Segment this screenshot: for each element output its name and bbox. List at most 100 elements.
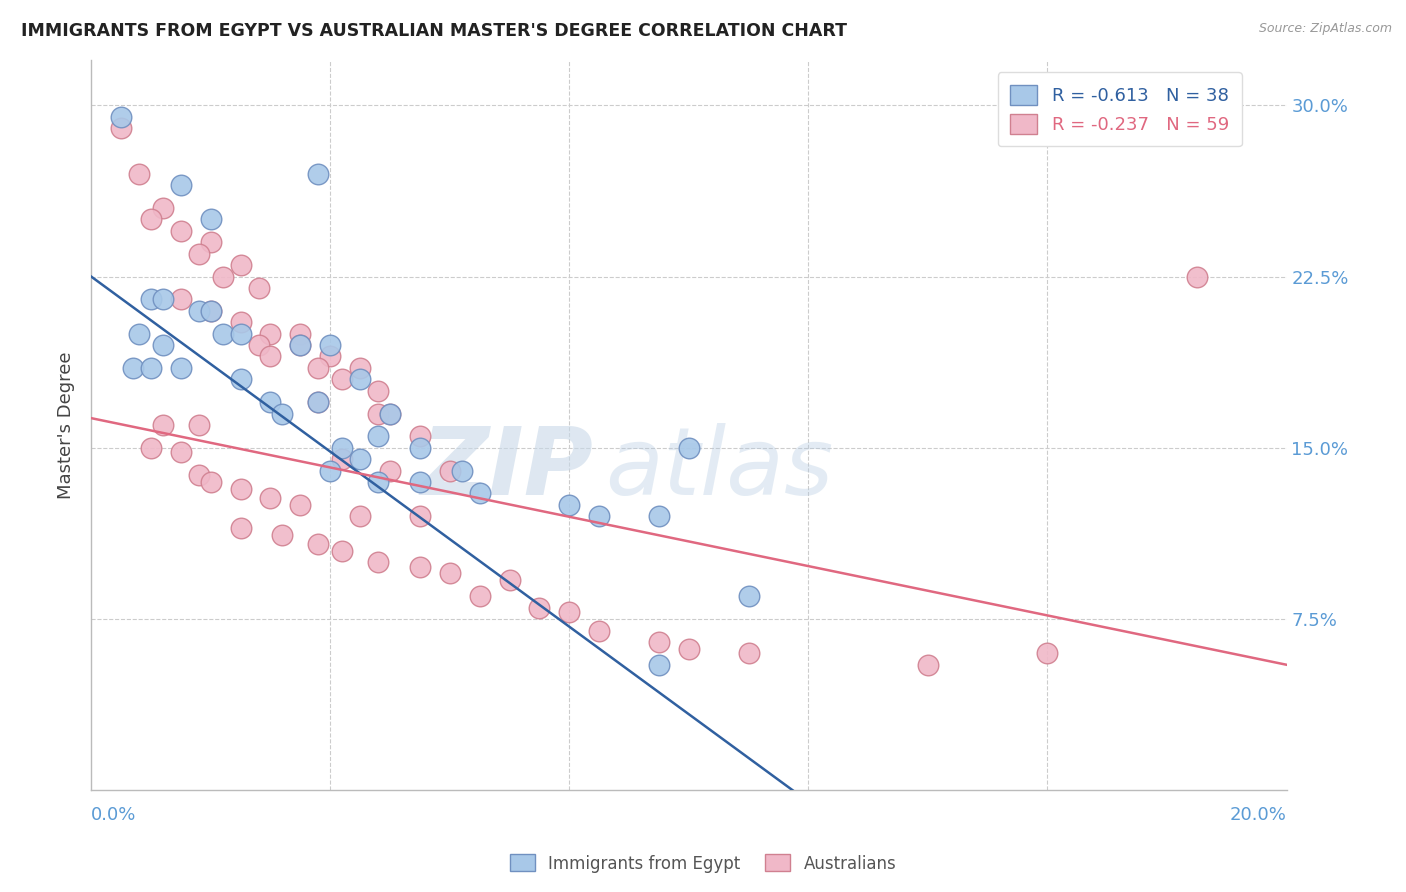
Point bbox=[128, 167, 150, 181]
Point bbox=[319, 350, 342, 364]
Point bbox=[152, 201, 174, 215]
Point bbox=[187, 417, 209, 432]
Point bbox=[529, 600, 551, 615]
Point bbox=[1185, 269, 1208, 284]
Point bbox=[439, 566, 461, 581]
Point bbox=[271, 407, 294, 421]
Point bbox=[307, 360, 329, 375]
Point bbox=[170, 445, 193, 459]
Point bbox=[170, 224, 193, 238]
Point bbox=[187, 468, 209, 483]
Point bbox=[737, 589, 759, 603]
Point bbox=[319, 338, 342, 352]
Point bbox=[307, 537, 329, 551]
Point bbox=[152, 293, 174, 307]
Text: atlas: atlas bbox=[605, 424, 834, 515]
Point bbox=[229, 326, 252, 341]
Point bbox=[170, 178, 193, 193]
Point bbox=[349, 509, 371, 524]
Point bbox=[378, 464, 401, 478]
Point bbox=[330, 441, 353, 455]
Text: ZIP: ZIP bbox=[420, 423, 593, 515]
Point bbox=[290, 338, 312, 352]
Point bbox=[229, 258, 252, 272]
Point bbox=[409, 441, 432, 455]
Point bbox=[1036, 646, 1059, 660]
Point bbox=[678, 441, 700, 455]
Point bbox=[330, 452, 353, 467]
Point bbox=[409, 509, 432, 524]
Point bbox=[558, 605, 581, 619]
Point bbox=[468, 486, 491, 500]
Point bbox=[187, 303, 209, 318]
Point bbox=[648, 635, 671, 649]
Point bbox=[211, 326, 233, 341]
Point bbox=[247, 281, 270, 295]
Text: Source: ZipAtlas.com: Source: ZipAtlas.com bbox=[1258, 22, 1392, 36]
Point bbox=[128, 326, 150, 341]
Point bbox=[409, 559, 432, 574]
Point bbox=[648, 657, 671, 672]
Y-axis label: Master's Degree: Master's Degree bbox=[58, 351, 75, 499]
Point bbox=[152, 338, 174, 352]
Point bbox=[307, 395, 329, 409]
Legend: R = -0.613   N = 38, R = -0.237   N = 59: R = -0.613 N = 38, R = -0.237 N = 59 bbox=[998, 72, 1241, 146]
Point bbox=[110, 110, 132, 124]
Point bbox=[648, 509, 671, 524]
Point bbox=[122, 360, 145, 375]
Point bbox=[367, 429, 389, 443]
Point bbox=[917, 657, 939, 672]
Point bbox=[229, 315, 252, 329]
Point bbox=[229, 482, 252, 496]
Point bbox=[409, 475, 432, 489]
Point bbox=[349, 372, 371, 386]
Point bbox=[378, 407, 401, 421]
Point bbox=[468, 589, 491, 603]
Point bbox=[737, 646, 759, 660]
Point bbox=[139, 293, 162, 307]
Point bbox=[229, 521, 252, 535]
Point bbox=[200, 235, 222, 250]
Point bbox=[187, 246, 209, 260]
Point bbox=[200, 303, 222, 318]
Point bbox=[450, 464, 472, 478]
Point bbox=[170, 360, 193, 375]
Point bbox=[200, 475, 222, 489]
Point bbox=[152, 417, 174, 432]
Point bbox=[349, 452, 371, 467]
Point bbox=[139, 441, 162, 455]
Point bbox=[588, 509, 610, 524]
Point bbox=[588, 624, 610, 638]
Point bbox=[259, 350, 281, 364]
Point bbox=[290, 338, 312, 352]
Point bbox=[259, 491, 281, 505]
Point bbox=[330, 543, 353, 558]
Point bbox=[200, 212, 222, 227]
Text: 0.0%: 0.0% bbox=[91, 806, 136, 824]
Point bbox=[307, 395, 329, 409]
Point bbox=[290, 326, 312, 341]
Point bbox=[558, 498, 581, 512]
Point bbox=[367, 407, 389, 421]
Point bbox=[367, 475, 389, 489]
Point bbox=[211, 269, 233, 284]
Point bbox=[139, 212, 162, 227]
Point bbox=[229, 372, 252, 386]
Point bbox=[200, 303, 222, 318]
Point bbox=[307, 167, 329, 181]
Text: 20.0%: 20.0% bbox=[1230, 806, 1286, 824]
Point bbox=[271, 527, 294, 541]
Point bbox=[349, 360, 371, 375]
Point bbox=[290, 498, 312, 512]
Point bbox=[409, 429, 432, 443]
Point bbox=[367, 555, 389, 569]
Point bbox=[139, 360, 162, 375]
Point bbox=[247, 338, 270, 352]
Point bbox=[378, 407, 401, 421]
Point bbox=[110, 121, 132, 136]
Point bbox=[259, 395, 281, 409]
Legend: Immigrants from Egypt, Australians: Immigrants from Egypt, Australians bbox=[503, 847, 903, 880]
Point bbox=[330, 372, 353, 386]
Point bbox=[259, 326, 281, 341]
Point bbox=[498, 574, 520, 588]
